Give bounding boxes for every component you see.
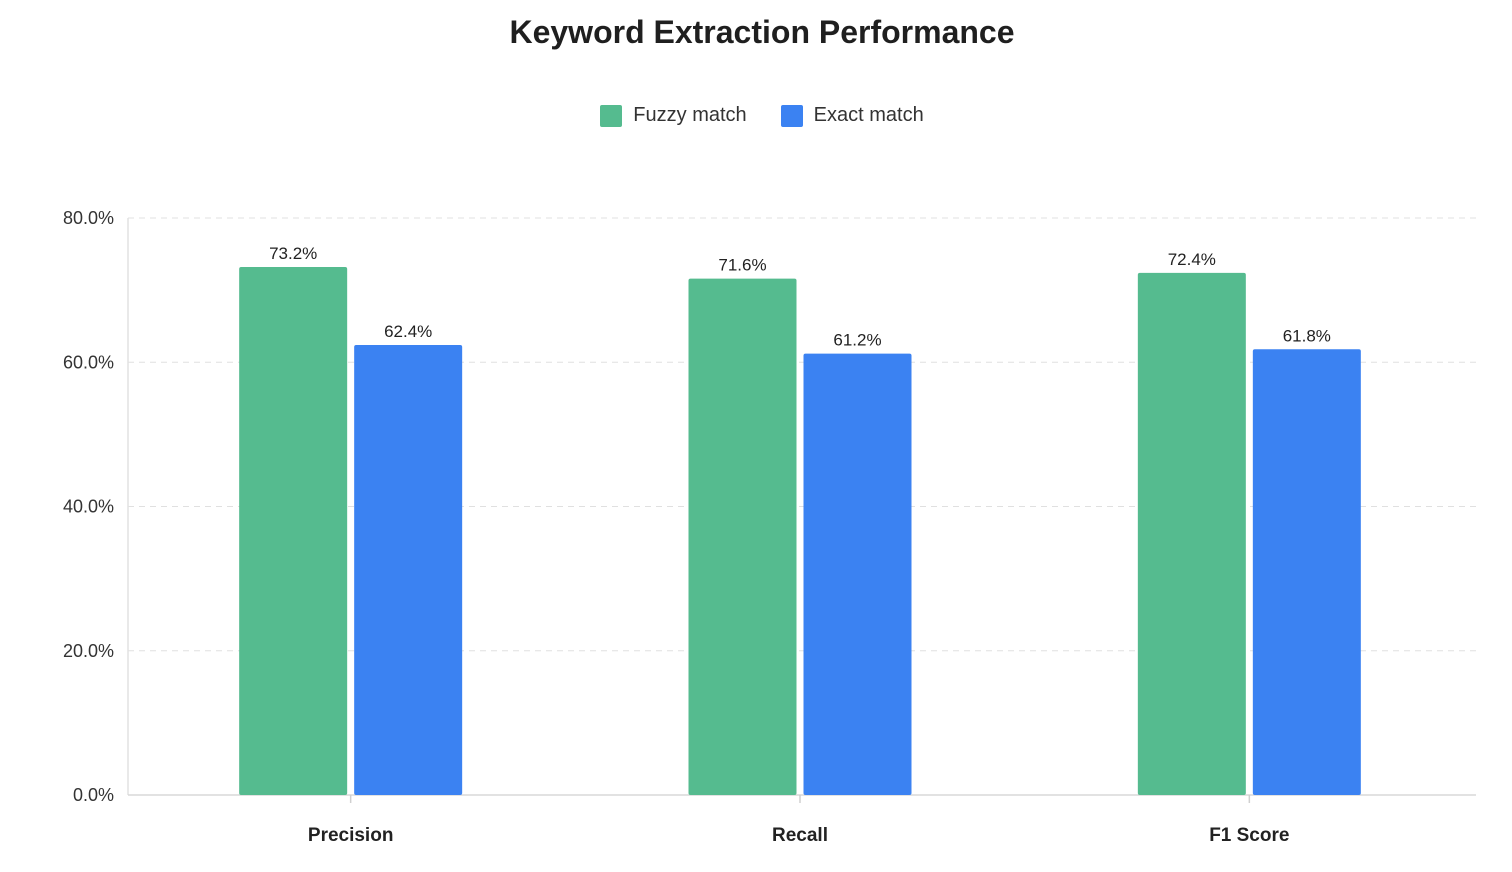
bar-exact	[1252, 349, 1361, 795]
bar-exact	[803, 353, 912, 795]
bar-value-label: 61.2%	[833, 331, 881, 350]
x-tick-label: Recall	[772, 825, 828, 846]
legend: Fuzzy match Exact match	[0, 104, 1512, 127]
bar-exact	[354, 344, 463, 795]
bar-value-label: 71.6%	[718, 256, 766, 275]
y-tick-label: 0.0%	[73, 785, 114, 805]
bar-fuzzy	[688, 278, 797, 796]
bar-value-label: 73.2%	[269, 244, 317, 263]
y-tick-label: 40.0%	[63, 497, 114, 517]
legend-label-fuzzy: Fuzzy match	[633, 104, 747, 126]
y-tick-label: 20.0%	[63, 641, 114, 661]
legend-label-exact: Exact match	[813, 104, 924, 126]
y-tick-label: 80.0%	[63, 208, 114, 228]
bar-value-label: 72.4%	[1168, 250, 1216, 269]
bar-value-label: 61.8%	[1283, 326, 1331, 345]
legend-item-fuzzy: Fuzzy match	[600, 104, 747, 127]
chart-title: Keyword Extraction Performance	[509, 14, 1015, 50]
bar-fuzzy	[1137, 272, 1246, 795]
legend-swatch-exact	[780, 104, 803, 127]
y-tick-label: 60.0%	[63, 352, 114, 372]
bar-fuzzy	[239, 267, 348, 795]
bar-value-label: 62.4%	[384, 322, 432, 341]
legend-item-exact: Exact match	[780, 104, 924, 127]
x-tick-label: F1 Score	[1209, 825, 1289, 846]
x-tick-label: Precision	[308, 825, 394, 846]
legend-swatch-fuzzy	[600, 104, 623, 127]
